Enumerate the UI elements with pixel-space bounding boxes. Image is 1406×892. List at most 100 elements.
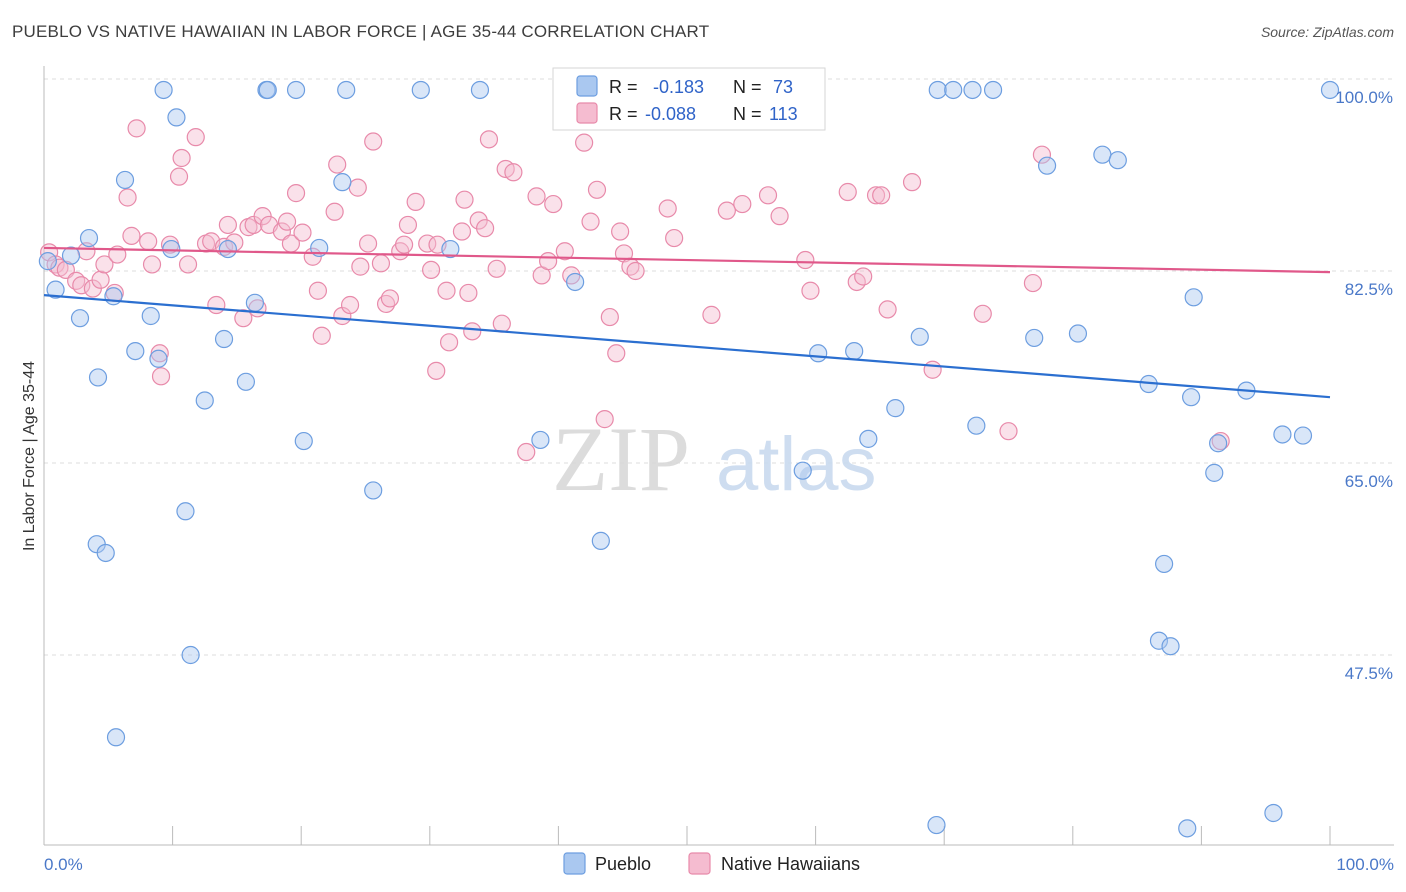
pueblo-point-36 — [566, 272, 585, 292]
pueblo-point-13 — [149, 349, 168, 368]
native-hawaiians-point-97 — [733, 194, 752, 214]
legend-r-value-pueblo: -0.183 — [653, 77, 704, 97]
native-hawaiians-point-28 — [218, 215, 237, 235]
native-hawaiians-point-26 — [207, 295, 226, 315]
pueblo-point-4 — [79, 228, 99, 248]
native-hawaiians-point-89 — [611, 222, 630, 241]
pueblo-point-64 — [1205, 463, 1224, 482]
native-hawaiians-point-13 — [122, 226, 141, 245]
pueblo-point-69 — [1293, 426, 1313, 445]
chart-title: PUEBLO VS NATIVE HAWAIIAN IN LABOR FORCE… — [12, 22, 710, 41]
native-hawaiians-point-44 — [325, 202, 344, 221]
native-hawaiians-point-66 — [455, 190, 474, 209]
pueblo-point-44 — [886, 399, 905, 418]
pueblo-point-68 — [1273, 425, 1292, 444]
native-hawaiians-point-76 — [517, 442, 536, 462]
pueblo-point-34 — [470, 80, 490, 100]
native-hawaiians-point-18 — [151, 367, 171, 386]
pueblo-point-55 — [1093, 145, 1112, 164]
pueblo-point-53 — [1037, 156, 1057, 175]
pueblo-point-42 — [845, 341, 864, 361]
pueblo-point-46 — [927, 815, 946, 835]
native-hawaiians-point-105 — [866, 186, 886, 205]
pueblo-point-20 — [214, 329, 234, 349]
native-hawaiians-point-14 — [127, 119, 146, 138]
native-hawaiians-point-101 — [801, 281, 820, 300]
pueblo-point-0 — [38, 252, 57, 271]
pueblo-point-59 — [1149, 631, 1169, 650]
native-hawaiians-point-51 — [364, 132, 383, 151]
native-hawaiians-point-92 — [626, 261, 645, 281]
native-hawaiians-point-114 — [1211, 431, 1230, 451]
native-hawaiians-point-102 — [838, 182, 857, 202]
pueblo-point-60 — [1161, 637, 1180, 656]
pueblo-point-29 — [333, 173, 352, 192]
native-hawaiians-point-63 — [437, 281, 456, 300]
pueblo-point-41 — [809, 344, 828, 363]
native-hawaiians-point-8 — [91, 270, 110, 289]
stats-legend-box — [552, 67, 826, 131]
pueblo-point-10 — [115, 170, 135, 190]
legend-n-value-pueblo: 73 — [773, 77, 793, 97]
native-hawaiians-point-45 — [328, 155, 347, 174]
pueblo-point-23 — [245, 293, 265, 312]
bottom-legend-label-pueblo: Pueblo — [595, 854, 651, 874]
pueblo-trend-line — [43, 294, 1331, 399]
native-hawaiians-point-50 — [358, 234, 378, 253]
native-hawaiians-point-43 — [312, 326, 331, 345]
pueblo-point-14 — [154, 80, 173, 100]
native-hawaiians-point-65 — [452, 222, 472, 241]
native-hawaiians-point-72 — [487, 259, 506, 278]
native-hawaiians-point-40 — [293, 223, 312, 242]
pueblo-point-54 — [1068, 324, 1088, 343]
native-hawaiians-point-96 — [717, 201, 736, 220]
bottom-legend-swatch-native-hawaiians — [688, 852, 711, 875]
legend-swatch-pueblo — [576, 75, 598, 97]
native-hawaiians-point-75 — [504, 163, 523, 182]
native-hawaiians-point-56 — [394, 235, 414, 254]
pueblo-point-2 — [61, 246, 81, 265]
pueblo-point-3 — [70, 309, 90, 328]
y-tick-label-1: 82.5% — [1345, 280, 1393, 299]
pueblo-point-26 — [286, 80, 306, 100]
pueblo-point-27 — [294, 431, 313, 451]
native-hawaiians-point-5 — [72, 276, 91, 295]
pueblo-point-12 — [141, 306, 160, 326]
pueblo-point-22 — [236, 372, 256, 391]
native-hawaiians-point-80 — [544, 194, 563, 214]
pueblo-point-25 — [258, 80, 277, 100]
native-hawaiians-point-67 — [459, 283, 478, 303]
native-hawaiians-point-73 — [492, 314, 511, 333]
native-hawaiians-point-22 — [178, 255, 198, 274]
native-hawaiians-point-86 — [595, 410, 614, 429]
legend-swatch-native-hawaiians — [576, 102, 598, 124]
native-hawaiians-point-112 — [1023, 273, 1043, 293]
pueblo-point-52 — [1025, 328, 1044, 348]
native-hawaiians-point-109 — [923, 360, 942, 379]
pueblo-point-48 — [944, 80, 963, 100]
y-tick-label-3: 47.5% — [1345, 664, 1393, 683]
pueblo-point-1 — [46, 280, 65, 299]
native-hawaiians-point-98 — [758, 186, 778, 205]
native-hawaiians-point-70 — [475, 219, 495, 238]
chart-source: Source: ZipAtlas.com — [1260, 24, 1394, 40]
native-hawaiians-point-16 — [142, 255, 162, 274]
native-hawaiians-point-81 — [555, 242, 574, 261]
native-hawaiians-point-107 — [878, 300, 897, 319]
pueblo-point-51 — [983, 80, 1003, 100]
native-hawaiians-point-62 — [427, 361, 446, 380]
native-hawaiians-point-58 — [406, 192, 425, 211]
native-hawaiians-point-71 — [479, 130, 499, 149]
legend-n-label-native-hawaiians: N = — [733, 104, 762, 124]
native-hawaiians-point-104 — [854, 267, 873, 286]
native-hawaiians-point-93 — [658, 199, 677, 218]
native-hawaiians-point-57 — [398, 215, 418, 235]
native-hawaiians-point-54 — [380, 289, 400, 308]
pueblo-point-40 — [793, 461, 812, 480]
pueblo-point-17 — [176, 502, 195, 521]
pueblo-point-62 — [1182, 388, 1201, 407]
grid-lines — [44, 78, 1394, 656]
native-hawaiians-point-47 — [340, 295, 360, 315]
native-hawaiians-point-52 — [371, 254, 391, 273]
pueblo-point-49 — [963, 80, 982, 100]
